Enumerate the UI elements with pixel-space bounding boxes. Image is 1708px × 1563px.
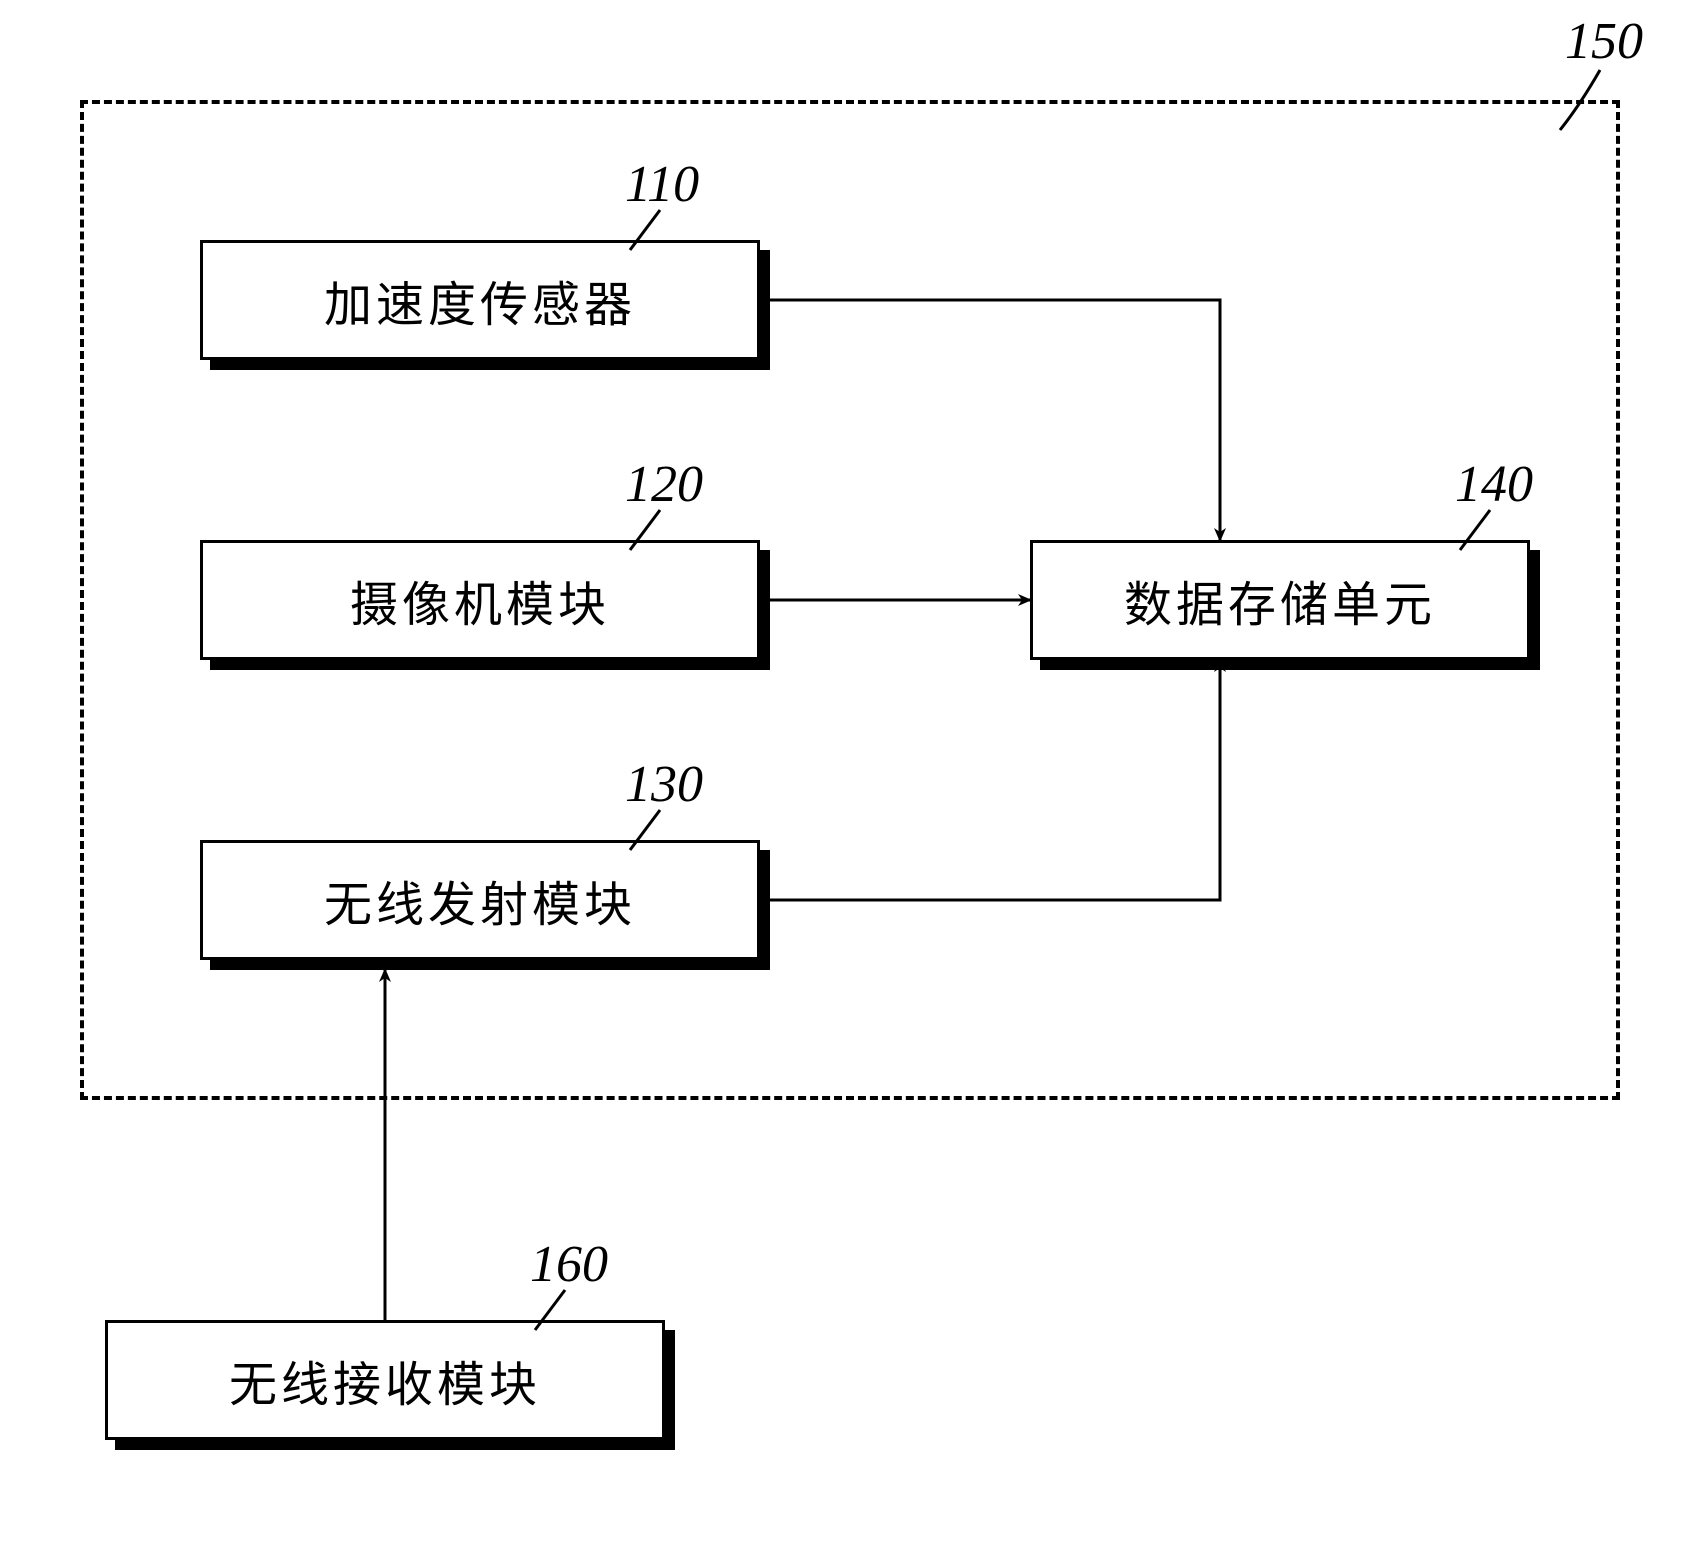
leader-160 <box>0 0 1708 1563</box>
diagram-canvas: 150 加速度传感器 110 摄像机模块 120 无线发射模块 130 数据存储… <box>0 0 1708 1563</box>
